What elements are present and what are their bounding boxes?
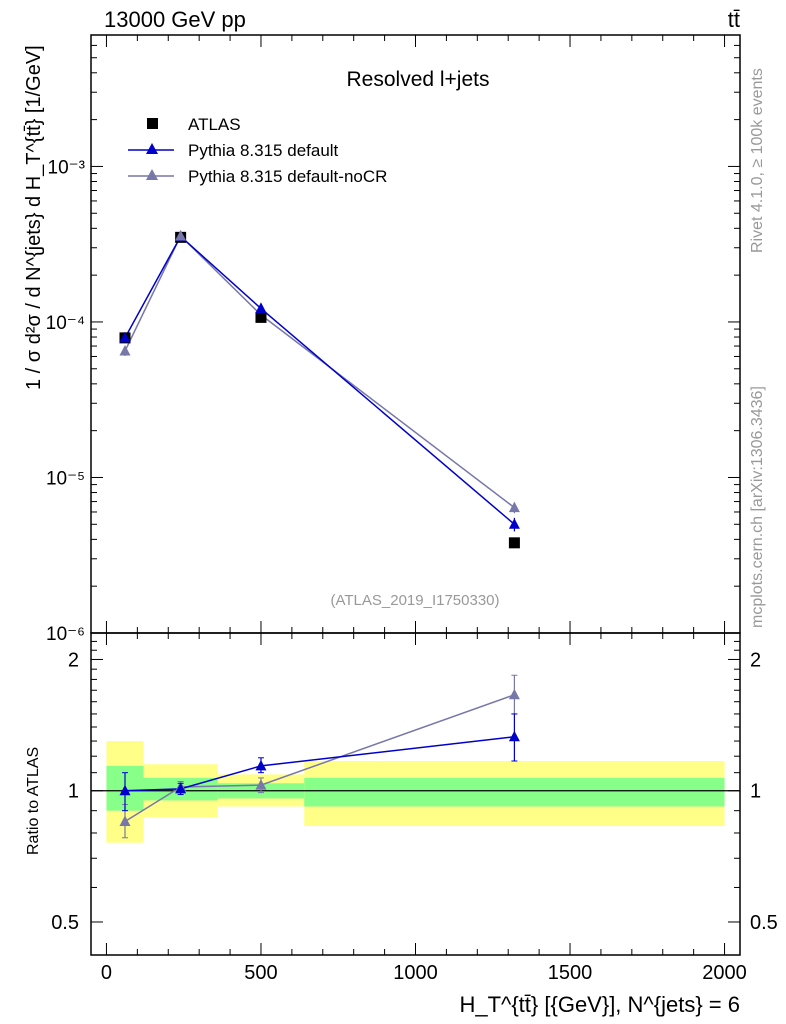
main-panel: 10⁻⁶ 10⁻⁵ 10⁻⁴ 10⁻³ Resolved l+jets (ATLAS_…: [23, 34, 741, 645]
ratio-y-tick-label: 0.5: [51, 912, 79, 934]
main-data-point: [255, 311, 267, 323]
ratio-series-marker: [508, 730, 520, 742]
main-series-marker: [508, 501, 520, 513]
main-series-marker: [255, 302, 267, 314]
legend-label-atlas: ATLAS: [188, 115, 241, 134]
energy-label: 13000 GeV pp: [104, 7, 246, 32]
x-tick-label: 1000: [393, 962, 438, 984]
legend: ATLAS Pythia 8.315 default Pythia 8.315 …: [128, 115, 387, 186]
main-series-marker: [175, 230, 187, 241]
rivet-label: Rivet 4.1.0, ≥ 100k events: [749, 68, 766, 253]
process-label: tt̄: [728, 7, 740, 32]
main-series-line: [124, 234, 515, 509]
main-y-tick-label: 10⁻³: [48, 157, 86, 178]
main-y-tick-label: 10⁻⁶: [46, 624, 85, 645]
main-y-tick-label: 10⁻⁵: [46, 468, 85, 489]
ratio-series-marker: [175, 782, 187, 794]
ratio-band-inner: [304, 777, 725, 807]
ratio-series-line: [124, 735, 515, 792]
legend-marker-nocr: [146, 169, 158, 180]
main-series-marker: [119, 345, 131, 356]
ratio-y-tick-label-right: 1: [750, 781, 761, 803]
x-tick-label: 0: [101, 962, 112, 984]
analysis-id: (ATLAS_2019_I1750330): [330, 592, 499, 609]
mcplots-label: mcplots.cern.ch [arXiv:1306.3436]: [749, 386, 766, 628]
x-tick-label: 500: [244, 962, 277, 984]
ratio-y-tick-label-right: 2: [750, 649, 761, 671]
main-data-point: [508, 537, 520, 549]
ratio-series-line: [124, 694, 515, 823]
ratio-series-marker: [508, 688, 520, 700]
ratio-series-marker: [255, 759, 267, 771]
ratio-series-marker: [119, 815, 131, 827]
ratio-y-tick-label: 2: [68, 649, 79, 671]
x-tick-label: 2000: [702, 962, 747, 984]
legend-label-nocr: Pythia 8.315 default-noCR: [188, 167, 387, 186]
legend-label-default: Pythia 8.315 default: [188, 141, 339, 160]
main-y-tick-label: 10⁻⁴: [46, 313, 85, 334]
ratio-panel: 0.5 0.5 1 1 2 2 Ratio to ATLAS: [25, 632, 778, 956]
main-series-line: [124, 235, 515, 525]
main-series-marker: [119, 331, 131, 343]
plot-title: Resolved l+jets: [347, 68, 490, 91]
ratio-y-tick-label: 1: [68, 781, 79, 803]
x-axis-label: H_T^{tt̄} [{GeV}], N^{jets} = 6: [459, 992, 740, 1017]
ratio-y-axis-label: Ratio to ATLAS: [25, 747, 42, 855]
legend-marker-atlas: [147, 118, 158, 129]
main-y-axis-label: 1 / σ d²σ / d N^{jets} d H_T^{tt̄} [1/Ge…: [23, 45, 45, 390]
ratio-series-marker: [255, 779, 267, 790]
legend-marker-default: [146, 143, 158, 154]
main-series-marker: [508, 518, 520, 529]
ratio-series-marker: [119, 784, 131, 796]
x-tick-label: 1500: [548, 962, 593, 984]
ratio-y-tick-label-right: 0.5: [750, 912, 778, 934]
